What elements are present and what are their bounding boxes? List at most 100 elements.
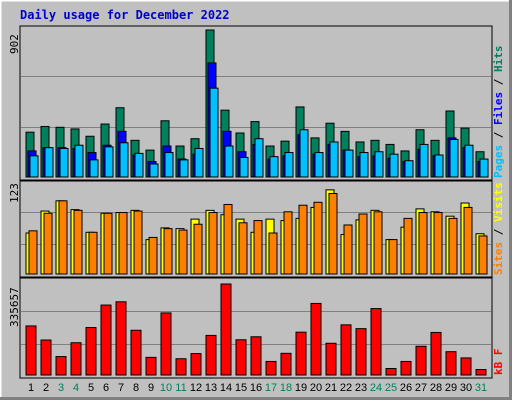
sites-bar: [223, 203, 233, 275]
sites-bar: [238, 222, 248, 275]
sites-bar: [358, 213, 368, 275]
kbytes-bar: [145, 356, 157, 376]
kbytes-bar: [40, 339, 52, 376]
kbytes-bar: [250, 336, 262, 376]
sites-bar: [283, 211, 293, 275]
sites-bar: [208, 212, 218, 275]
day-label: 31: [474, 382, 488, 394]
visits-sites-bars: [25, 189, 488, 275]
pages-bar: [434, 154, 444, 178]
pages-bar: [299, 129, 309, 178]
pages-bar: [254, 138, 264, 178]
legend-kbytes: kB F: [492, 349, 505, 376]
day-label: 4: [72, 382, 80, 394]
pages-bar: [404, 160, 414, 178]
kbytes-bar: [340, 324, 352, 376]
legend-sites: Sites: [492, 241, 505, 275]
pages-bar: [164, 152, 174, 178]
pages-bar: [29, 155, 39, 178]
legend-files: Files: [492, 91, 505, 125]
sites-bar: [58, 200, 68, 275]
kbytes-bar: [130, 329, 142, 376]
day-label: 13: [204, 382, 218, 394]
pages-bar: [359, 152, 369, 178]
kbytes-bar: [85, 327, 97, 376]
pages-bar: [209, 87, 219, 178]
day-label: 19: [294, 382, 308, 394]
sites-bar: [463, 206, 473, 275]
legend-hits-files-pages: Pages / Files / Hits: [492, 46, 505, 179]
day-label: 28: [429, 382, 443, 394]
legend-pages: Pages: [492, 144, 505, 178]
graph-title: Daily usage for December 2022: [20, 8, 230, 22]
pages-bar: [149, 163, 159, 178]
day-label: 5: [87, 382, 95, 394]
sites-bar: [163, 228, 173, 275]
kbytes-bar: [460, 357, 472, 376]
sites-bar: [478, 235, 488, 275]
day-label: 23: [354, 382, 368, 394]
kbytes-bar: [25, 325, 37, 376]
kbytes-bar: [235, 339, 247, 376]
day-label: 20: [309, 382, 323, 394]
sites-bar: [253, 220, 263, 275]
sites-bar: [268, 232, 278, 275]
pages-bar: [269, 156, 279, 178]
kbytes-bar: [445, 351, 457, 376]
hits-files-pages-bars: [25, 29, 489, 178]
kbytes-bar: [325, 342, 337, 376]
kbytes-bar: [475, 369, 487, 376]
pages-bar: [119, 142, 129, 178]
kbytes-bar: [430, 331, 442, 376]
day-label: 15: [234, 382, 248, 394]
pages-bar: [419, 143, 429, 178]
kbytes-bar: [295, 331, 307, 376]
day-label: 7: [117, 382, 125, 394]
day-label: 6: [102, 382, 110, 394]
sites-bar: [118, 212, 128, 275]
sites-bar: [313, 201, 323, 275]
day-label: 27: [414, 382, 428, 394]
day-label: 11: [175, 382, 187, 394]
pages-bar: [194, 147, 204, 178]
day-label: 10: [159, 382, 173, 394]
kbytes-bar: [190, 353, 202, 376]
day-label: 21: [324, 382, 338, 394]
day-label: 29: [444, 382, 458, 394]
sites-bar: [448, 217, 458, 275]
day-label: 30: [459, 382, 473, 394]
legend-visits: Visits: [492, 182, 505, 222]
kbytes-bar: [175, 358, 187, 376]
pages-bar: [329, 141, 339, 178]
sites-bar: [43, 212, 53, 275]
legend-sep-3: /: [492, 222, 505, 242]
sites-bar: [103, 212, 113, 275]
kbytes-bar: [220, 283, 232, 376]
day-label: 17: [264, 382, 278, 394]
sites-bar: [328, 193, 338, 275]
kbytes-bar: [160, 312, 172, 376]
kbytes-bar: [265, 360, 277, 376]
kbytes-bar: [310, 302, 322, 376]
sites-bar: [73, 209, 83, 275]
pages-bar: [134, 152, 144, 178]
day-label: 8: [132, 382, 140, 394]
day-label: 14: [219, 382, 233, 394]
pages-bar: [239, 156, 249, 178]
day-label: 24: [369, 382, 383, 394]
sites-bar: [298, 204, 308, 275]
pages-bar: [374, 151, 384, 178]
legend-kb: kB F: [492, 348, 505, 376]
sites-bar: [403, 217, 413, 275]
pages-bar: [89, 159, 99, 178]
day-label: 26: [399, 382, 413, 394]
kbytes-bars: [25, 283, 487, 376]
pages-bar: [464, 144, 474, 178]
pages-bar: [389, 153, 399, 178]
pages-bar: [284, 152, 294, 178]
sites-bar: [388, 239, 398, 275]
ymax-label-sites: 123: [8, 183, 21, 203]
sites-bar: [418, 212, 428, 275]
